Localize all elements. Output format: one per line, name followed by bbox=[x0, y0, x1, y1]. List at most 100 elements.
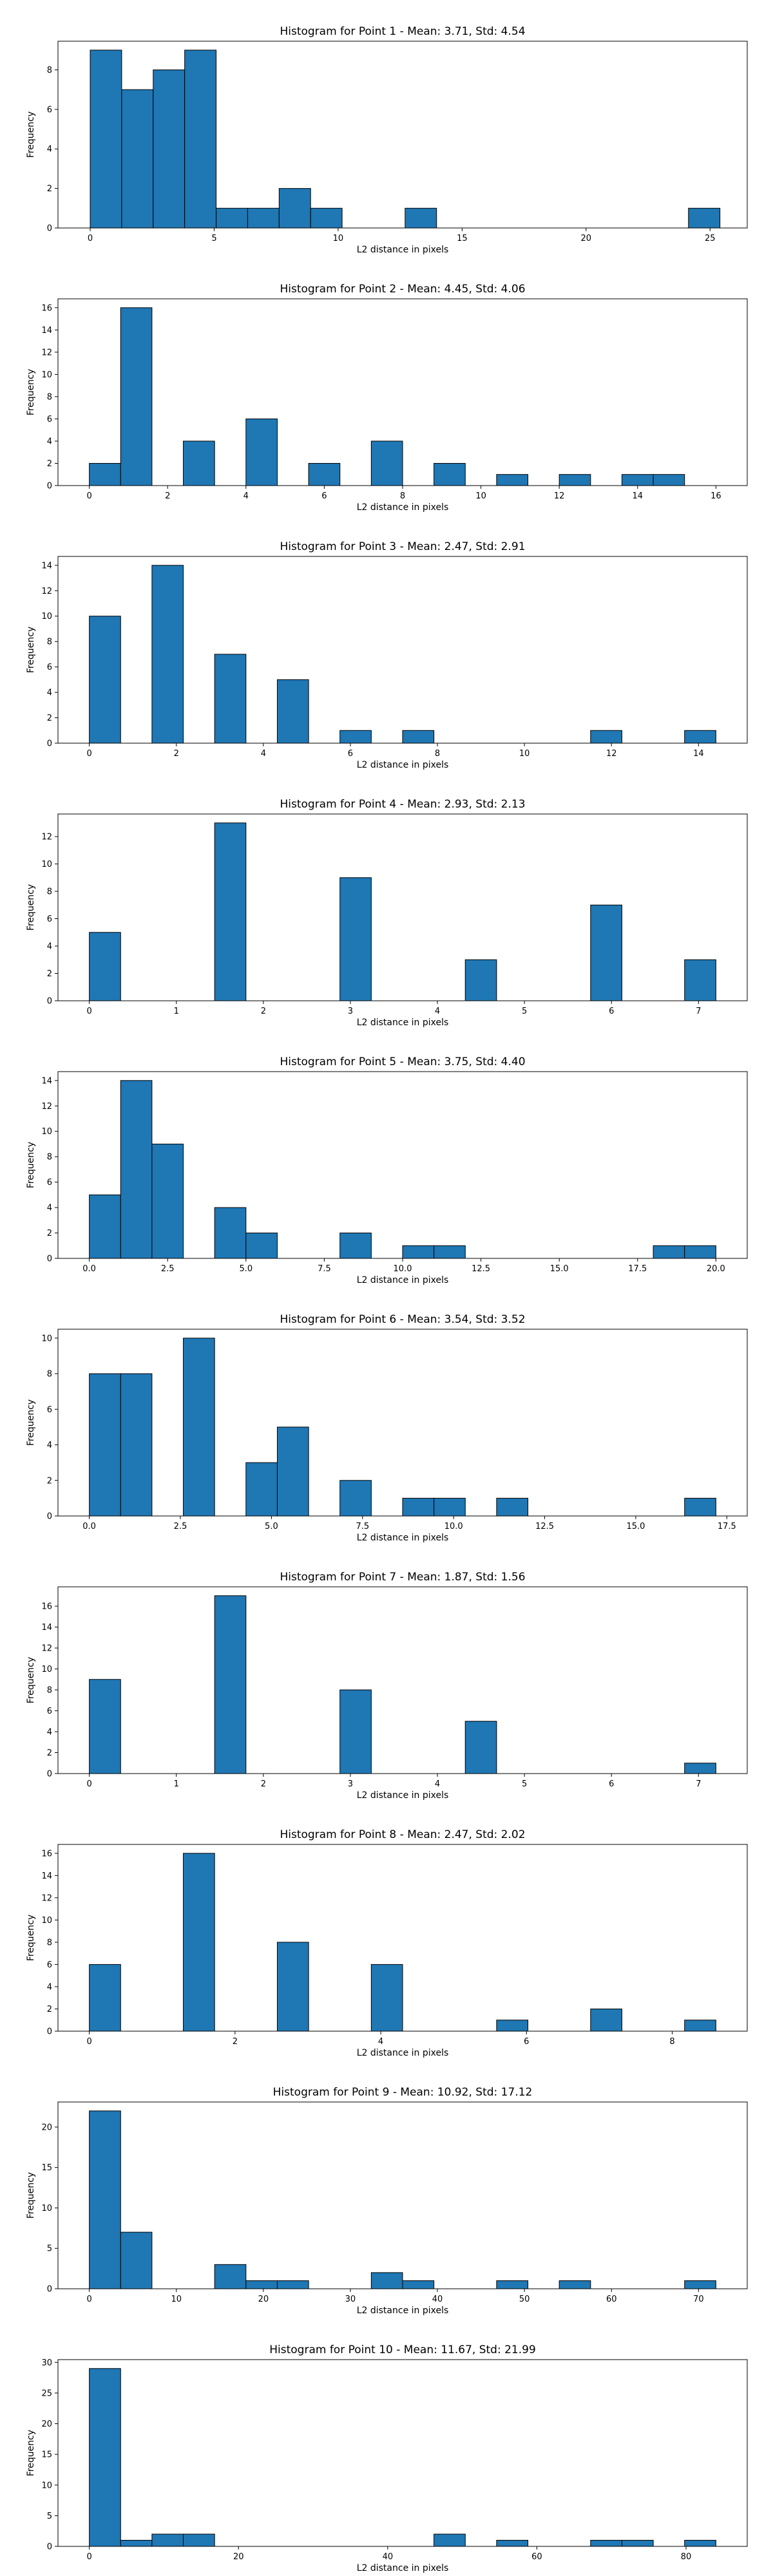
y-axis-label: Frequency bbox=[26, 1657, 36, 1703]
y-axis-label: Frequency bbox=[26, 1142, 36, 1188]
plot-frame bbox=[57, 813, 748, 1001]
histogram-bar bbox=[89, 932, 121, 1001]
histogram-bar bbox=[183, 2533, 215, 2547]
x-tick-label: 0 bbox=[86, 749, 91, 759]
x-tick-label: 6 bbox=[524, 2037, 529, 2047]
y-tick-label: 6 bbox=[47, 914, 52, 924]
histogram-bar bbox=[276, 679, 309, 744]
x-tick-label: 12 bbox=[606, 749, 617, 759]
y-tick-label: 15 bbox=[41, 2450, 52, 2460]
y-tick-label: 2 bbox=[47, 1476, 52, 1486]
y-tick-label: 14 bbox=[41, 1871, 52, 1881]
x-tick-label: 2.5 bbox=[161, 1264, 175, 1274]
histogram-bar bbox=[89, 616, 121, 744]
histogram-bar bbox=[89, 2368, 121, 2547]
x-tick-label: 2 bbox=[165, 491, 170, 501]
x-tick-label: 0 bbox=[88, 234, 93, 243]
histogram-bar bbox=[684, 730, 716, 744]
histogram-bar bbox=[89, 1194, 121, 1259]
x-tick-label: 12 bbox=[554, 491, 565, 501]
y-axis-label: Frequency bbox=[26, 2430, 36, 2476]
chart-title: Histogram for Point 5 - Mean: 3.75, Std:… bbox=[280, 1056, 525, 1068]
x-tick-label: 8 bbox=[669, 2037, 674, 2047]
x-tick-label: 10 bbox=[333, 234, 344, 243]
x-tick-label: 15 bbox=[457, 234, 468, 243]
histogram-bar bbox=[153, 69, 186, 229]
plot-frame bbox=[57, 2101, 748, 2289]
x-axis-label: L2 distance in pixels bbox=[357, 1275, 449, 1285]
histogram-bar bbox=[558, 2280, 591, 2289]
y-tick-label: 10 bbox=[41, 1334, 52, 1343]
histogram-bar bbox=[120, 2231, 153, 2289]
histogram-bar bbox=[434, 2533, 466, 2547]
x-tick-label: 20 bbox=[581, 234, 592, 243]
y-tick-label: 16 bbox=[41, 1602, 52, 1612]
histogram-bar bbox=[653, 474, 685, 486]
y-axis-label: Frequency bbox=[26, 1399, 36, 1446]
y-tick-label: 14 bbox=[41, 1076, 52, 1086]
x-axis-label: L2 distance in pixels bbox=[357, 2048, 449, 2058]
histogram-panel-9: Histogram for Point 9 - Mean: 10.92, Std… bbox=[26, 2086, 748, 2316]
y-tick-label: 0 bbox=[47, 224, 52, 234]
histogram-bar bbox=[434, 462, 466, 486]
x-tick-label: 6 bbox=[609, 1779, 614, 1789]
chart-title: Histogram for Point 7 - Mean: 1.87, Std:… bbox=[280, 1571, 525, 1584]
y-tick-label: 2 bbox=[47, 1748, 52, 1758]
y-tick-label: 6 bbox=[47, 663, 52, 672]
y-axis-label: Frequency bbox=[26, 884, 36, 931]
y-tick-label: 4 bbox=[47, 145, 52, 155]
x-tick-label: 5.0 bbox=[265, 1522, 278, 1531]
x-tick-label: 60 bbox=[606, 2295, 617, 2304]
y-tick-label: 0 bbox=[47, 482, 52, 491]
y-tick-label: 12 bbox=[41, 1893, 52, 1903]
x-tick-label: 5.0 bbox=[239, 1264, 253, 1274]
y-tick-label: 6 bbox=[47, 1178, 52, 1188]
histogram-bar bbox=[684, 2020, 716, 2032]
histogram-panel-7: Histogram for Point 7 - Mean: 1.87, Std:… bbox=[26, 1571, 748, 1801]
histogram-bar bbox=[684, 959, 716, 1001]
histogram-bar bbox=[339, 730, 372, 744]
histogram-bar bbox=[276, 2280, 309, 2289]
x-tick-label: 10 bbox=[475, 491, 486, 501]
histogram-bar bbox=[464, 1721, 497, 1774]
plot-frame bbox=[57, 1329, 748, 1517]
y-tick-label: 0 bbox=[47, 1255, 52, 1264]
chart-title: Histogram for Point 10 - Mean: 11.67, St… bbox=[269, 2344, 536, 2356]
y-tick-label: 8 bbox=[47, 887, 52, 897]
y-tick-label: 20 bbox=[41, 2420, 52, 2429]
x-tick-label: 0 bbox=[86, 2552, 91, 2562]
x-tick-label: 0 bbox=[86, 2037, 91, 2047]
y-tick-label: 2 bbox=[47, 459, 52, 469]
x-tick-label: 15.0 bbox=[550, 1264, 569, 1274]
histogram-bar bbox=[684, 1245, 716, 1259]
x-tick-label: 50 bbox=[519, 2295, 530, 2304]
histogram-bar bbox=[370, 2272, 403, 2289]
y-tick-label: 4 bbox=[47, 1728, 52, 1738]
y-tick-label: 2 bbox=[47, 969, 52, 979]
y-axis-label: Frequency bbox=[26, 2172, 36, 2219]
x-tick-label: 7.5 bbox=[356, 1522, 369, 1531]
x-tick-label: 0 bbox=[86, 2295, 91, 2304]
histogram-bar bbox=[245, 418, 278, 486]
histogram-bar bbox=[245, 2280, 278, 2289]
x-tick-label: 0 bbox=[86, 1779, 91, 1789]
x-tick-label: 0 bbox=[86, 491, 91, 501]
chart-title: Histogram for Point 9 - Mean: 10.92, Std… bbox=[273, 2086, 533, 2099]
x-tick-label: 6 bbox=[348, 749, 353, 759]
histogram-bar bbox=[310, 207, 343, 229]
histogram-bar bbox=[590, 730, 622, 744]
x-tick-label: 80 bbox=[681, 2552, 692, 2562]
y-tick-label: 10 bbox=[41, 1916, 52, 1926]
histogram-bar bbox=[684, 1763, 716, 1774]
x-tick-label: 1 bbox=[174, 1007, 179, 1016]
histogram-bar bbox=[590, 2008, 622, 2032]
histogram-bar bbox=[370, 1964, 403, 2032]
histogram-panel-4: Histogram for Point 4 - Mean: 2.93, Std:… bbox=[26, 798, 748, 1028]
x-tick-label: 1 bbox=[174, 1779, 179, 1789]
histogram-panel-8: Histogram for Point 8 - Mean: 2.47, Std:… bbox=[26, 1828, 748, 2058]
x-tick-label: 10 bbox=[519, 749, 530, 759]
y-tick-label: 10 bbox=[41, 1665, 52, 1674]
y-tick-label: 15 bbox=[41, 2163, 52, 2173]
x-tick-label: 4 bbox=[261, 749, 266, 759]
